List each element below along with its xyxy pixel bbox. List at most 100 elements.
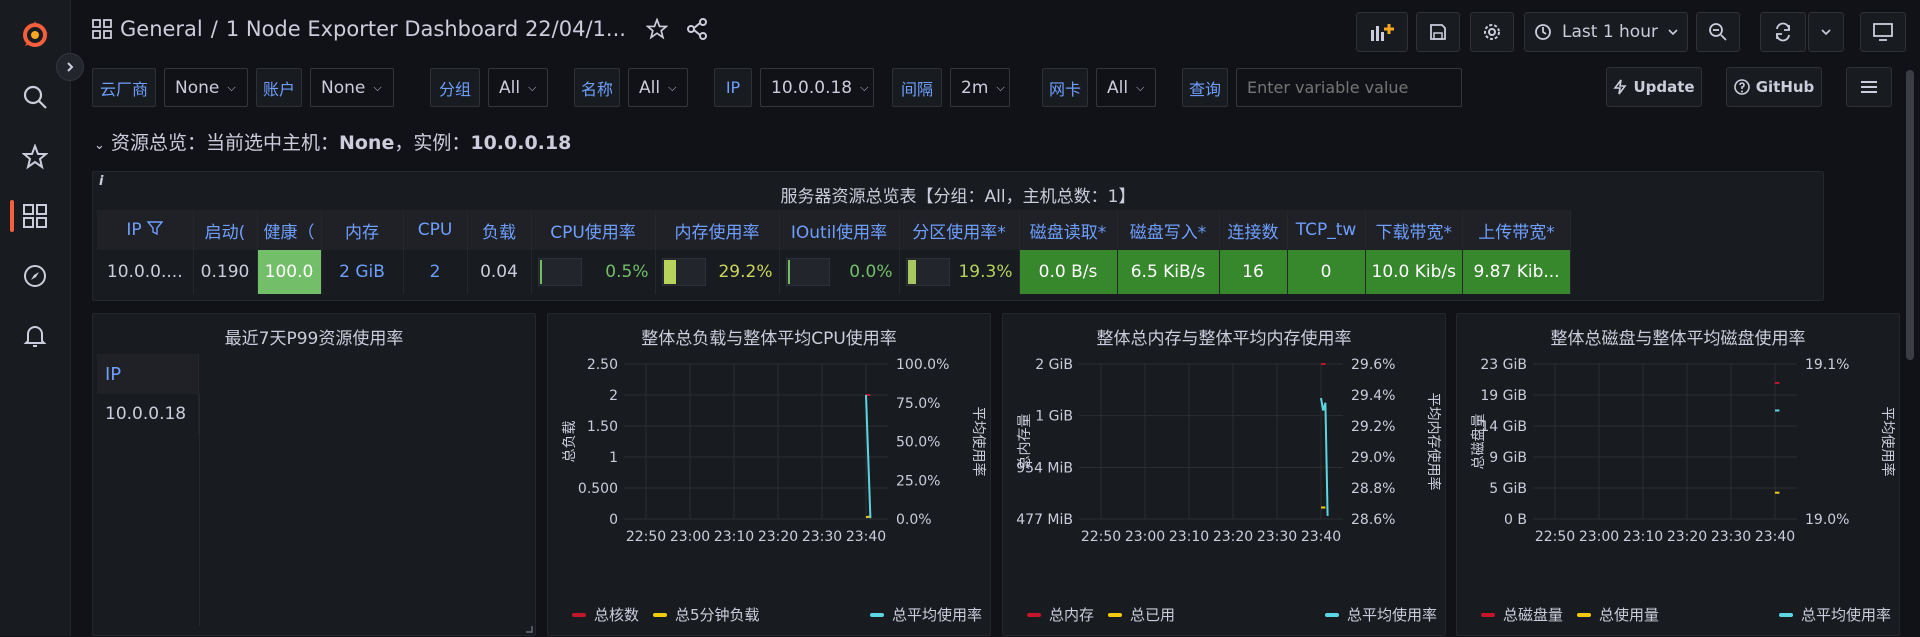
legend-label: 总平均使用率 [891, 606, 982, 624]
chart-disk[interactable]: 23 GiB 19 GiB 14 GiB 9 GiB 5 GiB 0 B 19.1% 19.0… [1457, 314, 1901, 637]
mem-usage-value: 29.2% [718, 262, 773, 282]
chart-panel-disk: 整体总磁盘与整体平均磁盘使用率 23 GiB 19 GiB 14 GiB 9 GiB 5… [1456, 313, 1900, 636]
col-header-uptime[interactable]: 启动( [193, 210, 258, 250]
view-mode-button[interactable] [1860, 12, 1906, 52]
legend-item[interactable]: 总核数 [572, 604, 639, 625]
legend-item[interactable]: 总磁盘量 [1481, 604, 1563, 625]
col-header-download[interactable]: 下载带宽* [1365, 210, 1464, 250]
col-header-connections[interactable]: 连接数 [1219, 210, 1288, 250]
legend-right: 总平均使用率 [1778, 604, 1891, 625]
var-select-group[interactable]: All ⌵ [488, 68, 548, 107]
info-icon[interactable]: i [99, 174, 104, 189]
cell-cpu[interactable]: 2 [403, 250, 468, 294]
chart-memory[interactable]: 2 GiB 1 GiB 954 MiB 477 MiB 29.6% 29.4% 29.2% 2… [1003, 314, 1447, 637]
col-header-disk-read[interactable]: 磁盘读取* [1019, 210, 1118, 250]
cell-load: 0.04 [467, 250, 532, 294]
star-icon[interactable] [17, 139, 53, 175]
chart-load-cpu[interactable]: 2.50 2 1.50 1 0.500 0 100.0% 75.0% 50.0% 25.0% 0.0… [548, 314, 992, 637]
refresh-button[interactable] [1760, 12, 1806, 52]
var-label-account: 账户 [256, 68, 302, 107]
col-header-tcp-tw[interactable]: TCP_tw [1287, 210, 1366, 250]
dashboard-grid-icon [92, 19, 112, 39]
var-label-interval: 间隔 [892, 68, 942, 107]
var-select-interval[interactable]: 2m ⌵ [950, 68, 1010, 107]
col-header-io-usage[interactable]: IOutil使用率 [779, 210, 900, 250]
legend-swatch [653, 612, 668, 617]
p99-header-ip[interactable]: IP [97, 354, 199, 394]
cell-disk-write: 6.5 KiB/s [1117, 250, 1220, 294]
y-left-tick-label: 1 [609, 450, 618, 466]
col-header-disk-usage[interactable]: 分区使用率* [899, 210, 1020, 250]
col-header-upload[interactable]: 上传带宽* [1462, 210, 1572, 250]
alerting-bell-icon[interactable] [17, 318, 53, 354]
expand-sidebar-button[interactable] [56, 53, 84, 81]
var-select-account[interactable]: None ⌵ [310, 68, 394, 107]
col-header-mem-usage[interactable]: 内存使用率 [655, 210, 780, 250]
resize-handle-icon[interactable] [523, 623, 533, 633]
col-header-memory[interactable]: 内存 [321, 210, 404, 250]
var-select-cloud[interactable]: None ⌵ [164, 68, 248, 107]
var-value-name: All [639, 77, 661, 98]
hamburger-menu-icon [1861, 81, 1877, 93]
x-tick-label: 23:20 [1213, 529, 1253, 545]
legend-item[interactable]: 总内存 [1027, 604, 1094, 625]
update-button[interactable]: Update [1606, 67, 1702, 107]
topbar: General / 1 Node Exporter Dashboard 22/0… [72, 0, 1920, 64]
cell-io-usage: 0.0% [779, 250, 900, 294]
save-icon [1430, 24, 1446, 40]
save-dashboard-button[interactable] [1416, 12, 1460, 52]
col-header-disk-write[interactable]: 磁盘写入* [1117, 210, 1220, 250]
col-header-ip[interactable]: IP [97, 210, 194, 250]
legend-item[interactable]: 总5分钟负载 [653, 604, 760, 625]
filter-icon[interactable] [146, 221, 164, 236]
page-scrollbar[interactable] [1906, 70, 1914, 636]
query-input[interactable] [1236, 68, 1462, 107]
add-panel-button[interactable] [1356, 12, 1408, 52]
breadcrumb-folder[interactable]: General [120, 17, 203, 41]
question-circle-icon [1733, 79, 1750, 95]
var-select-ip[interactable]: 10.0.0.18 ⌵ [760, 68, 874, 107]
legend-right: 总平均使用率 [1324, 604, 1437, 625]
var-value-nic: All [1107, 77, 1129, 98]
zoom-out-button[interactable] [1696, 12, 1740, 52]
menu-button[interactable] [1846, 67, 1892, 107]
var-select-name[interactable]: All ⌵ [628, 68, 688, 107]
legend-item[interactable]: 总平均使用率 [1778, 604, 1891, 625]
col-header-health[interactable]: 健康（ [257, 210, 322, 250]
io-usage-value: 0.0% [849, 262, 893, 282]
refresh-interval-dropdown[interactable] [1808, 12, 1844, 52]
share-icon[interactable] [686, 18, 708, 40]
legend-item[interactable]: 总平均使用率 [869, 604, 982, 625]
disk-usage-gauge [905, 258, 950, 286]
col-header-cpu[interactable]: CPU [403, 210, 468, 250]
grafana-logo-icon[interactable] [17, 17, 53, 53]
github-link-button[interactable]: GitHub [1726, 67, 1822, 107]
y-left-tick-label: 0 [609, 512, 618, 528]
y-left-tick-label: 2 GiB [1035, 357, 1073, 373]
legend-item[interactable]: 总平均使用率 [1324, 604, 1437, 625]
x-tick-label: 23:10 [714, 529, 754, 545]
col-header-load[interactable]: 负载 [467, 210, 532, 250]
chevron-down-icon [1668, 29, 1678, 36]
dashboard-title[interactable]: 1 Node Exporter Dashboard 22/04/1... [225, 17, 626, 41]
cell-memory[interactable]: 2 GiB [321, 250, 404, 294]
y-right-tick-label: 29.0% [1351, 450, 1395, 466]
explore-compass-icon[interactable] [17, 258, 53, 294]
scrollbar-thumb[interactable] [1906, 70, 1914, 360]
search-icon[interactable] [17, 79, 53, 115]
cell-connections: 16 [1219, 250, 1288, 294]
legend-item[interactable]: 总使用量 [1577, 604, 1659, 625]
dashboards-icon[interactable] [17, 198, 53, 234]
breadcrumb-separator: / [210, 17, 218, 41]
favorite-star-icon[interactable] [645, 18, 668, 40]
p99-panel: 最近7天P99资源使用率 IP 10.0.0.18 [92, 313, 536, 636]
legend-item[interactable]: 总已用 [1108, 604, 1175, 625]
row-title[interactable]: ⌄ 资源总览：当前选中主机：None，实例：10.0.0.18 [94, 128, 571, 155]
chevron-down-icon: ⌵ [860, 80, 869, 94]
settings-button[interactable] [1470, 12, 1514, 52]
chevron-down-icon: ⌵ [373, 80, 382, 94]
cell-tcp-tw: 0 [1287, 250, 1366, 294]
var-select-nic[interactable]: All ⌵ [1096, 68, 1156, 107]
time-picker-button[interactable]: Last 1 hour [1524, 12, 1688, 52]
col-header-cpu-usage[interactable]: CPU使用率 [531, 210, 656, 250]
